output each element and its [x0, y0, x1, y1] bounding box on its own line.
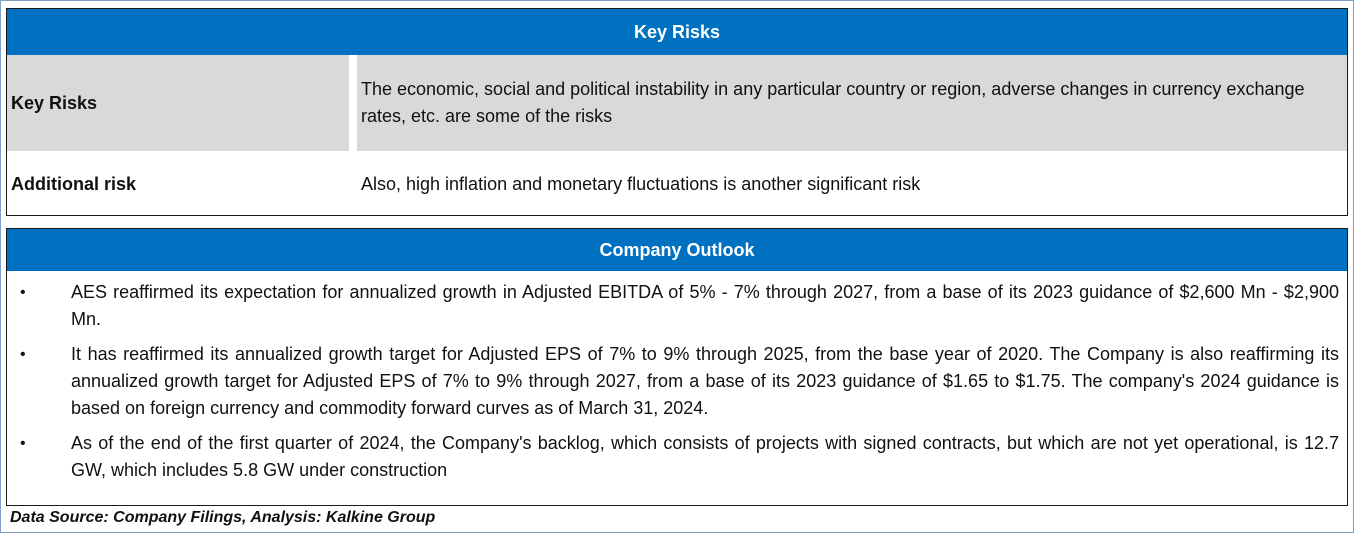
- bullet-icon: •: [20, 284, 26, 301]
- key-risks-label: Key Risks: [7, 55, 349, 151]
- list-item: • It has reaffirmed its annualized growt…: [7, 341, 1347, 422]
- outlook-item-text: It has reaffirmed its annualized growth …: [71, 344, 1339, 418]
- outlook-item-text: AES reaffirmed its expectation for annua…: [71, 282, 1339, 329]
- list-item: • AES reaffirmed its expectation for ann…: [7, 279, 1347, 333]
- additional-risk-text: Also, high inflation and monetary fluctu…: [361, 173, 921, 194]
- key-risks-header: Key Risks: [7, 9, 1347, 55]
- key-risks-text: The economic, social and political insta…: [357, 55, 1347, 151]
- company-outlook-table: Company Outlook • AES reaffirmed its exp…: [6, 228, 1348, 506]
- additional-risk-row: Additional risk Also, high inflation and…: [7, 155, 1347, 213]
- company-outlook-header: Company Outlook: [7, 229, 1347, 271]
- outlook-item-text: As of the end of the first quarter of 20…: [71, 433, 1339, 480]
- data-source-note: Data Source: Company Filings, Analysis: …: [10, 509, 436, 526]
- key-risks-row: Key Risks The economic, social and polit…: [7, 55, 1347, 151]
- additional-risk-label: Additional risk: [11, 173, 137, 194]
- key-risks-table: Key Risks Key Risks The economic, social…: [6, 8, 1348, 216]
- outlook-list: • AES reaffirmed its expectation for ann…: [7, 273, 1347, 492]
- bullet-icon: •: [20, 346, 26, 363]
- bullet-icon: •: [20, 435, 26, 452]
- list-item: • As of the end of the first quarter of …: [7, 430, 1347, 484]
